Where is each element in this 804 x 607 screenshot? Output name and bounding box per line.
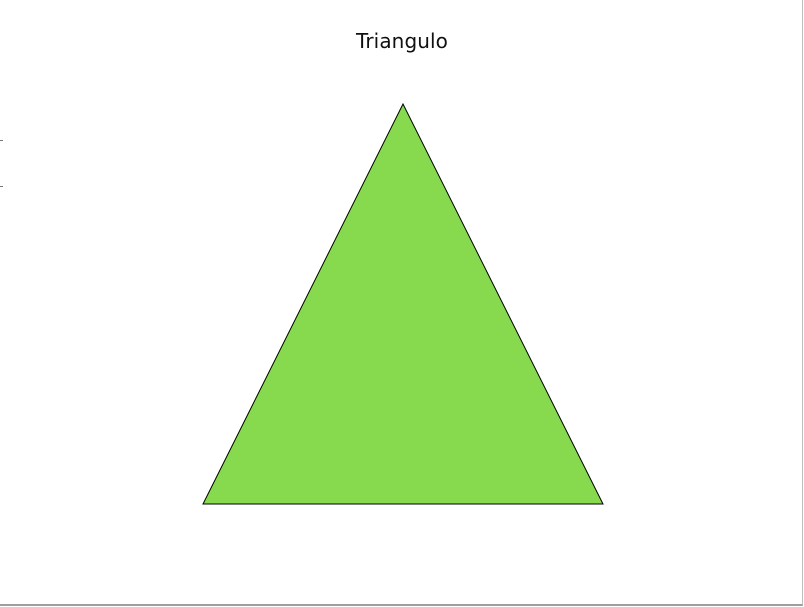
edge-tick-mark bbox=[0, 140, 3, 141]
triangle-shape bbox=[202, 102, 604, 505]
edge-tick-mark bbox=[0, 186, 3, 187]
diagram-title: Triangulo bbox=[355, 29, 449, 53]
